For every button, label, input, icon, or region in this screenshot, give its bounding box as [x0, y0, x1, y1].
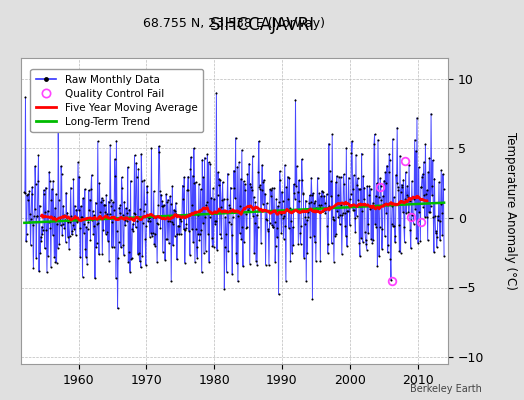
Title: 68.755 N, 23.538 E (Norway): 68.755 N, 23.538 E (Norway): [144, 18, 325, 30]
Text: Berkeley Earth: Berkeley Earth: [410, 384, 482, 394]
Legend: Raw Monthly Data, Quality Control Fail, Five Year Moving Average, Long-Term Tren: Raw Monthly Data, Quality Control Fail, …: [30, 69, 203, 132]
Text: SIHCCAJAVRI: SIHCCAJAVRI: [210, 16, 314, 34]
Y-axis label: Temperature Anomaly (°C): Temperature Anomaly (°C): [504, 132, 517, 290]
